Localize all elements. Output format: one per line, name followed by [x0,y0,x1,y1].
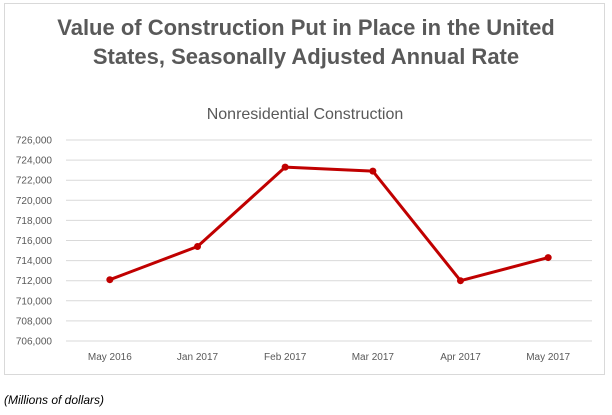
series-layer [106,163,552,285]
y-tick-label: 714,000 [16,256,53,267]
y-tick-label: 718,000 [16,216,53,227]
x-tick-label: Mar 2017 [352,352,395,363]
y-tick-label: 722,000 [16,176,53,187]
page-title: Value of Construction Put in Place in th… [0,13,612,71]
chart-title: Nonresidential Construction [207,106,404,123]
y-axis-ticks: 706,000 708,000 710,000 712,000 714,000 716,0… [16,136,53,348]
gridlines [66,139,592,342]
y-tick-label: 716,000 [16,236,53,247]
y-tick-label: 706,000 [16,337,53,348]
data-point [281,163,289,171]
data-point [544,254,552,262]
x-tick-label: Jan 2017 [177,352,219,363]
chart-frame [4,3,605,375]
y-tick-label: 710,000 [16,296,53,307]
y-tick-label: 724,000 [16,156,53,167]
page-title-line-2: States, Seasonally Adjusted Annual Rate [92,44,520,69]
x-tick-label: Feb 2017 [264,352,307,363]
page-title-line-1: Value of Construction Put in Place in th… [57,15,555,40]
series-line [108,165,550,283]
units-footnote: (Millions of dollars) [4,393,105,407]
data-point [457,277,464,285]
data-point [369,167,377,175]
data-point [194,243,201,251]
x-tick-label: Apr 2017 [440,352,481,363]
y-tick-label: 726,000 [16,136,53,147]
y-tick-label: 708,000 [16,316,53,327]
x-tick-label: May 2016 [88,352,132,363]
data-point [106,276,114,284]
y-tick-label: 720,000 [16,196,53,207]
x-axis-ticks: May 2016 Jan 2017 Feb 2017 Mar 2017 Apr 2017… [88,352,571,363]
y-tick-label: 712,000 [16,276,53,287]
x-tick-label: May 2017 [526,352,570,363]
